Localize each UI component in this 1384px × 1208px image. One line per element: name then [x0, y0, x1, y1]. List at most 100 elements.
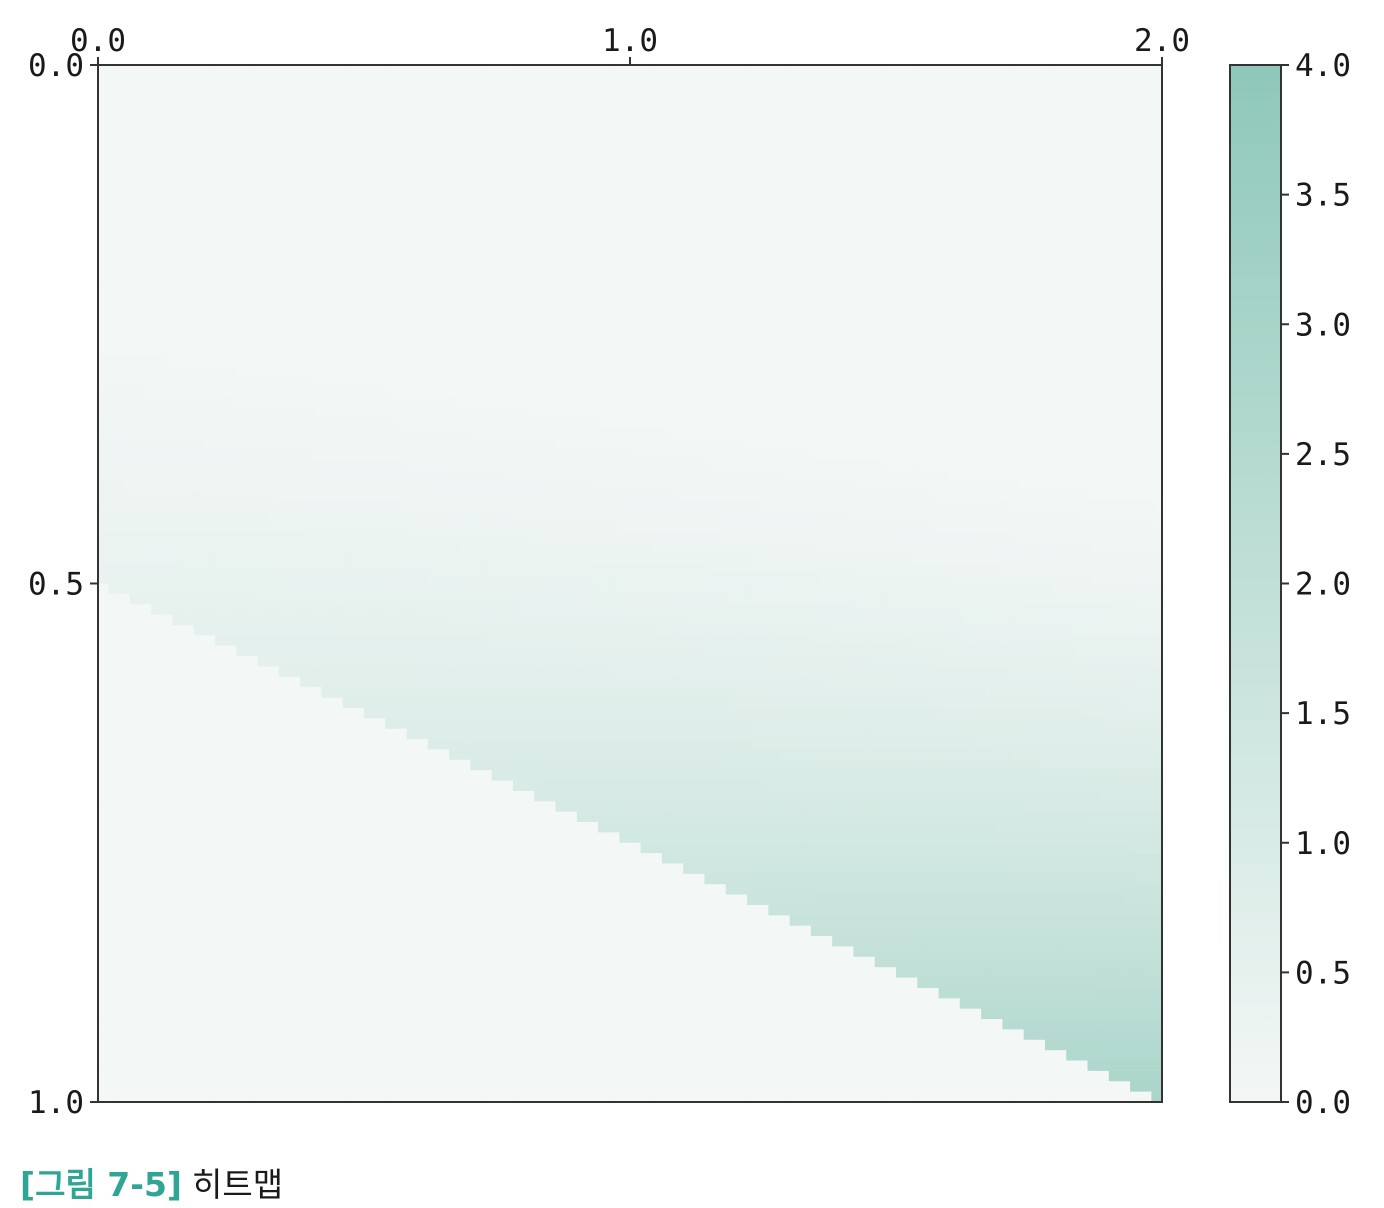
- heatmap-cell: [853, 106, 860, 118]
- heatmap-cell: [113, 230, 120, 242]
- heatmap-cell: [167, 85, 174, 97]
- heatmap-cell: [731, 137, 737, 149]
- heatmap-cell: [129, 96, 136, 108]
- heatmap-cell: [970, 230, 977, 242]
- heatmap-cell: [736, 272, 743, 284]
- heatmap-cell: [731, 272, 737, 284]
- heatmap-cell: [981, 220, 988, 232]
- heatmap-cell: [156, 293, 163, 305]
- heatmap-cell: [422, 168, 429, 180]
- heatmap-cell: [401, 65, 408, 76]
- heatmap-cell: [986, 282, 993, 294]
- heatmap-cell: [1119, 303, 1126, 315]
- heatmap-cell: [858, 241, 865, 253]
- heatmap-cell: [199, 168, 205, 180]
- heatmap-cell: [528, 127, 535, 139]
- heatmap-cell: [874, 272, 881, 284]
- heatmap-cell: [784, 241, 791, 253]
- heatmap-cell: [145, 313, 152, 325]
- heatmap-cell: [215, 106, 221, 118]
- heatmap-cell: [938, 75, 945, 87]
- heatmap-cell: [933, 85, 940, 97]
- heatmap-cell: [800, 262, 807, 273]
- heatmap-cell: [693, 75, 700, 87]
- heatmap-cell: [204, 210, 211, 222]
- heatmap-cell: [1108, 293, 1115, 305]
- heatmap-cell: [890, 230, 897, 242]
- heatmap-cell: [1087, 65, 1094, 76]
- heatmap-cell: [704, 147, 711, 159]
- heatmap-cell: [1034, 106, 1041, 118]
- heatmap-cell: [374, 241, 381, 253]
- heatmap-cell: [1151, 116, 1158, 128]
- heatmap-cell: [502, 158, 509, 170]
- heatmap-cell: [449, 158, 456, 170]
- heatmap-cell: [709, 85, 716, 97]
- heatmap-cell: [800, 282, 807, 294]
- heatmap-cell: [880, 251, 886, 263]
- heatmap-cell: [1119, 230, 1126, 242]
- heatmap-cell: [225, 293, 232, 305]
- heatmap-cell: [677, 75, 684, 87]
- heatmap-cell: [922, 106, 929, 118]
- heatmap-cell: [390, 127, 397, 139]
- heatmap-cell: [837, 75, 844, 87]
- heatmap-cell: [183, 168, 190, 180]
- heatmap-cell: [204, 251, 211, 263]
- heatmap-cell: [810, 251, 817, 263]
- heatmap-cell: [459, 75, 466, 87]
- heatmap-cell: [725, 251, 732, 263]
- heatmap-cell: [1103, 210, 1110, 222]
- heatmap-cell: [411, 262, 418, 273]
- heatmap-cell: [1055, 230, 1062, 242]
- heatmap-cell: [1029, 293, 1035, 305]
- heatmap-cell: [294, 272, 301, 284]
- heatmap-cell: [587, 272, 594, 284]
- heatmap-cell: [965, 168, 972, 180]
- heatmap-cell: [385, 168, 392, 180]
- heatmap-cell: [491, 168, 498, 180]
- heatmap-cell: [906, 65, 913, 76]
- heatmap-cell: [906, 293, 913, 305]
- heatmap-cell: [571, 65, 578, 76]
- heatmap-cell: [544, 96, 551, 108]
- heatmap-cell: [470, 220, 477, 232]
- heatmap-cell: [316, 158, 323, 170]
- heatmap-cell: [1066, 282, 1073, 294]
- heatmap-cell: [906, 251, 913, 263]
- heatmap-cell: [965, 210, 972, 222]
- heatmap-cell: [991, 272, 998, 284]
- heatmap-cell: [566, 210, 573, 222]
- heatmap-cell: [305, 241, 312, 253]
- heatmap-cell: [986, 303, 993, 315]
- heatmap-cell: [704, 189, 711, 201]
- heatmap-cell: [991, 168, 998, 180]
- heatmap-cell: [454, 65, 461, 76]
- heatmap-cell: [571, 293, 578, 305]
- heatmap-cell: [135, 241, 142, 253]
- heatmap-cell: [1114, 189, 1121, 201]
- heatmap-cell: [566, 158, 573, 170]
- heatmap-cell: [1002, 313, 1009, 325]
- heatmap-cell: [1050, 179, 1057, 191]
- heatmap-cell: [763, 313, 769, 325]
- heatmap-cell: [720, 272, 727, 284]
- heatmap-cell: [800, 210, 807, 222]
- heatmap-cell: [140, 313, 147, 325]
- heatmap-cell: [161, 189, 168, 201]
- heatmap-cell: [624, 293, 631, 305]
- heatmap-cell: [161, 241, 168, 253]
- heatmap-cell: [1034, 65, 1041, 76]
- heatmap-cell: [433, 220, 440, 232]
- heatmap-cell: [927, 158, 934, 170]
- heatmap-cell: [1060, 96, 1067, 108]
- heatmap-cell: [954, 65, 961, 76]
- heatmap-cell: [821, 179, 828, 191]
- heatmap-cell: [725, 75, 732, 87]
- heatmap-cell: [135, 313, 142, 325]
- heatmap-cell: [1119, 189, 1126, 201]
- heatmap-cell: [1007, 96, 1014, 108]
- heatmap-cell: [151, 293, 158, 305]
- heatmap-cell: [411, 127, 418, 139]
- heatmap-cell: [699, 158, 706, 170]
